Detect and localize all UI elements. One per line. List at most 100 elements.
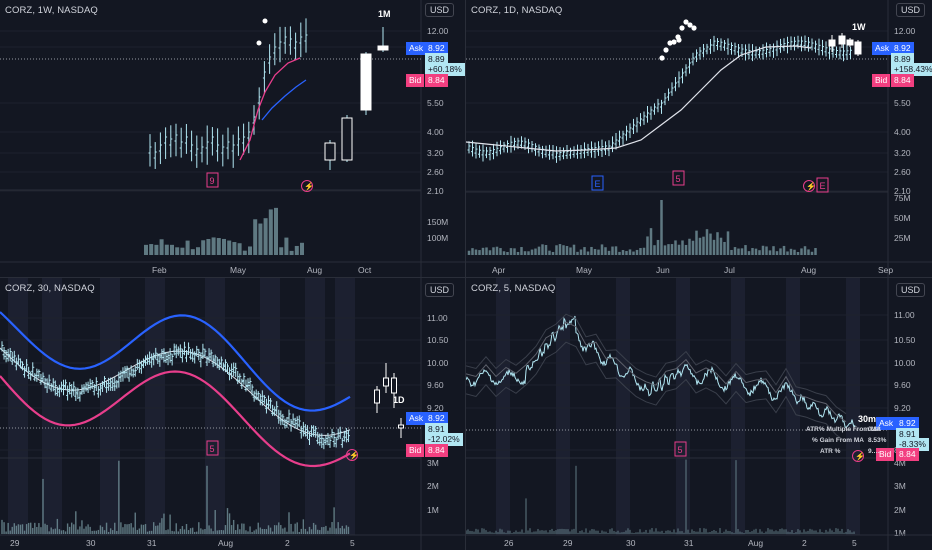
extended-hours-shade (8, 278, 28, 535)
volume-bar (670, 244, 674, 255)
volume-bar (58, 529, 61, 534)
currency-button[interactable]: USD (425, 3, 455, 17)
chart-pane-weekly[interactable]: 12.008.005.504.003.202.602.10150M100M50M… (0, 0, 465, 277)
chart-pane-30min[interactable]: 11.0010.5010.009.609.208.453M2M1M293031A… (0, 278, 465, 550)
volume-bar (345, 525, 348, 534)
volume-bar (21, 524, 24, 534)
volume-bar (155, 525, 157, 534)
chart-canvas-30min[interactable]: 11.0010.5010.009.609.208.453M2M1M293031A… (0, 278, 465, 550)
volume-bar (202, 529, 204, 534)
volume-bar (230, 525, 233, 534)
symbol-label[interactable]: CORZ, 1D, NASDAQ (471, 5, 563, 16)
split-event-marker (301, 180, 313, 192)
time-tick-label: May (230, 265, 247, 275)
volume-bar (642, 247, 646, 255)
volume-bar (698, 237, 702, 255)
volume-bar (19, 524, 22, 534)
volume-bar (819, 529, 821, 534)
volume-bar (180, 247, 185, 255)
last-price: 8.91 (896, 428, 919, 441)
volume-bar (471, 248, 474, 255)
chart-canvas-daily[interactable]: 12.008.005.504.003.202.602.1075M50M25MAp… (466, 0, 932, 277)
volume-bar (674, 240, 677, 255)
ask-label: Ask (406, 42, 427, 55)
volume-bar (551, 528, 553, 534)
chart-pane-daily[interactable]: 12.008.005.504.003.202.602.1075M50M25MAp… (466, 0, 932, 277)
bid-price: 8.84 (896, 448, 919, 461)
volume-bar (733, 247, 737, 255)
volume-bar (40, 527, 42, 534)
volume-bar (242, 250, 247, 255)
volume-bar (495, 530, 497, 534)
earnings-event-marker-text: E (820, 181, 826, 191)
dividend-event-marker-text: 5 (676, 174, 681, 184)
volume-bar (775, 251, 779, 255)
volume-tick-label: 50M (894, 213, 911, 223)
volume-bar (663, 532, 665, 534)
currency-button[interactable]: USD (896, 283, 926, 297)
volume-bar (757, 532, 759, 534)
volume-bar (91, 530, 93, 534)
volume-bar (11, 526, 13, 534)
volume-bar (807, 530, 809, 534)
volume-tick-label: 3M (894, 481, 906, 491)
indicator-row-value: 8.53% (868, 437, 887, 444)
volume-bar (134, 512, 136, 534)
time-tick-label: Aug (307, 265, 322, 275)
volume-bar (659, 531, 661, 534)
symbol-label[interactable]: CORZ, 1W, NASDAQ (5, 5, 98, 16)
volume-bar (292, 531, 294, 534)
volume-bar (530, 249, 534, 255)
ask-price: 8.92 (425, 42, 448, 55)
volume-bar (737, 529, 739, 534)
volume-bar (218, 530, 220, 534)
daily-candle-body (383, 377, 389, 387)
price-tick-label: 12.00 (894, 26, 916, 36)
volume-bar (565, 245, 569, 255)
volume-bar (220, 529, 223, 534)
volume-bar (248, 246, 252, 255)
chart-pane-5min[interactable]: 11.0010.5010.009.609.208.454M3M2M1M26293… (466, 278, 932, 550)
volume-bar (745, 530, 747, 534)
weekly-candle-body (828, 39, 836, 47)
dividend-event-marker (672, 170, 685, 186)
volume-bar (214, 510, 216, 534)
price-tick-label: 10.00 (894, 358, 916, 368)
extended-hours-shade (731, 278, 745, 535)
volume-bar (555, 530, 557, 534)
volume-bar (148, 530, 151, 534)
weekly-candle-body (854, 41, 862, 55)
volume-bar (239, 529, 241, 534)
bollinger-upper-band (0, 311, 351, 412)
split-event-marker-glyph: ⚡ (806, 181, 816, 191)
volume-bar (154, 244, 159, 255)
volume-bar (314, 524, 317, 534)
chart-canvas-5min[interactable]: 11.0010.5010.009.609.208.454M3M2M1M26293… (466, 278, 932, 550)
volume-bar (561, 528, 563, 534)
volume-bar (523, 251, 527, 255)
volume-bar (323, 526, 325, 534)
time-tick-label: 30 (626, 538, 636, 548)
chart-canvas-weekly[interactable]: 12.008.005.504.003.202.602.10150M100M50M… (0, 0, 465, 277)
volume-bar (249, 526, 251, 534)
volume-bar (128, 524, 130, 534)
split-event-marker (346, 449, 358, 461)
volume-bar (471, 531, 473, 534)
symbol-label[interactable]: CORZ, 5, NASDAQ (471, 283, 556, 294)
pane-divider-horizontal[interactable] (0, 277, 932, 278)
volume-bar (837, 528, 839, 534)
volume-bar (795, 532, 797, 534)
volume-tick-label: 75M (894, 193, 911, 203)
volume-bar (296, 522, 298, 534)
volume-bar (716, 232, 719, 255)
pane-divider-vertical[interactable] (465, 0, 466, 550)
volume-bar (101, 526, 104, 534)
currency-button[interactable]: USD (425, 283, 455, 297)
volume-bar (649, 228, 653, 255)
bid-price: 8.84 (425, 444, 448, 457)
currency-button[interactable]: USD (896, 3, 926, 17)
volume-bar (646, 236, 649, 255)
symbol-label[interactable]: CORZ, 30, NASDAQ (5, 283, 95, 294)
volume-bar (681, 240, 684, 255)
volume-bar (579, 249, 583, 255)
